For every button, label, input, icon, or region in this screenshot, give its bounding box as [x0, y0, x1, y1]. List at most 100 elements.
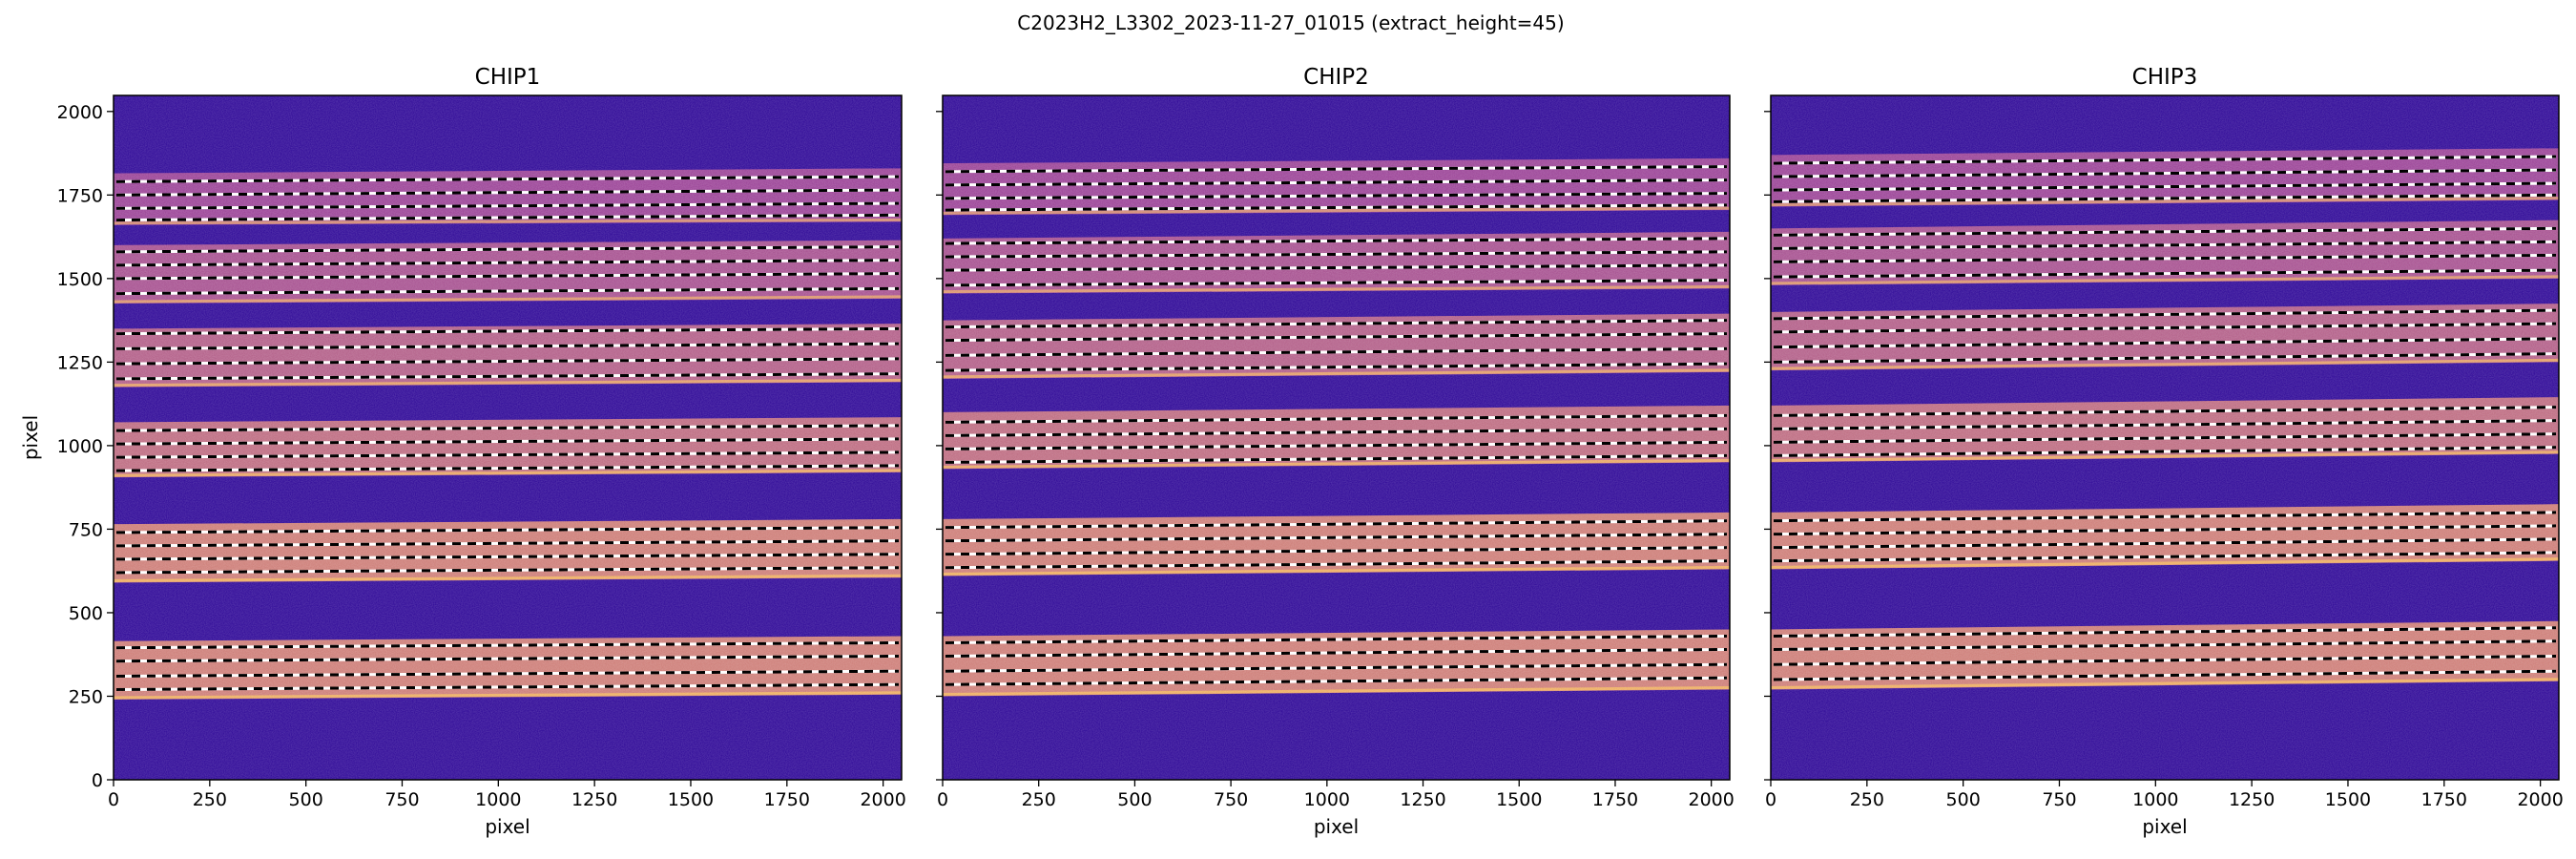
extraction-trace-dash — [945, 634, 1728, 644]
x-tick-label: 500 — [1946, 789, 1981, 810]
extraction-trace-dash — [1773, 308, 2557, 321]
detector-image — [114, 95, 902, 780]
extraction-trace-dash — [945, 559, 1728, 570]
extraction-trace-dash — [115, 654, 900, 663]
x-tick-label: 1250 — [1400, 789, 1445, 810]
x-tick-label: 1750 — [764, 789, 810, 810]
x-tick-label: 1000 — [1304, 789, 1350, 810]
extraction-trace-dash — [945, 165, 1728, 174]
x-tick-label: 2000 — [2517, 789, 2563, 810]
chip-panel-1: 0 250 500 750 1000 1250 1500 1750 2000 0 250 500 750… — [19, 65, 906, 838]
extraction-trace-dash — [945, 250, 1728, 259]
y-tick-label: 1000 — [57, 436, 103, 457]
chip-panel-2: 0 250 500 750 1000 1250 1500 1750 2000 CHIP2 pixel — [936, 65, 1735, 838]
extraction-trace-dash — [115, 526, 900, 534]
y-tick-label: 500 — [69, 603, 103, 624]
x-tick-label: 750 — [384, 789, 419, 810]
x-tick-label: 250 — [193, 789, 227, 810]
y-tick-label: 1250 — [57, 352, 103, 373]
x-tick-label: 500 — [1117, 789, 1152, 810]
extraction-trace-dash — [1773, 626, 2557, 638]
extraction-trace-dash — [945, 279, 1728, 287]
panel-title: CHIP1 — [475, 65, 541, 90]
x-tick-label: 750 — [1214, 789, 1248, 810]
extraction-trace-dash — [115, 682, 900, 691]
x-axis-label: pixel — [1314, 815, 1359, 838]
y-tick-label: 250 — [69, 686, 103, 707]
x-tick-label: 750 — [2042, 789, 2076, 810]
extraction-trace-dash — [115, 326, 900, 336]
extraction-trace-dash — [945, 546, 1728, 556]
extraction-trace-dash — [1773, 432, 2557, 444]
x-tick-label: 1500 — [1496, 789, 1542, 810]
chart-panels: 0 250 500 750 1000 1250 1500 1750 2000 0 250 500 750… — [19, 65, 2564, 838]
x-tick-label: 1500 — [668, 789, 714, 810]
extraction-trace-dash — [945, 362, 1728, 372]
extraction-trace-dash — [115, 272, 900, 281]
extraction-trace-dash — [1773, 193, 2557, 203]
x-tick-label: 2000 — [860, 789, 905, 810]
extraction-trace-dash — [1773, 537, 2557, 550]
extraction-trace-dash — [115, 553, 900, 561]
x-tick-label: 1750 — [2421, 789, 2467, 810]
x-tick-label: 1750 — [1592, 789, 1638, 810]
x-axis-label: pixel — [2142, 815, 2187, 838]
extraction-trace-dash — [1773, 639, 2557, 651]
extraction-trace-dash — [1773, 322, 2557, 334]
extraction-trace-dash — [945, 662, 1728, 673]
extraction-trace-dash — [1773, 226, 2557, 237]
x-tick-label: 1250 — [571, 789, 617, 810]
extraction-trace-dash — [115, 539, 900, 548]
y-tick-label: 750 — [69, 519, 103, 540]
chip-panel-3: 0 250 500 750 1000 1250 1500 1750 2000 CHIP3 pixel — [1764, 65, 2564, 838]
x-tick-label: 500 — [289, 789, 323, 810]
extraction-trace-dash — [1773, 337, 2557, 349]
extraction-trace-dash — [115, 342, 900, 350]
extraction-trace-dash — [115, 424, 900, 432]
extraction-trace-dash — [115, 201, 900, 210]
axes-frame — [113, 94, 903, 781]
extraction-trace-dash — [1773, 419, 2557, 430]
panel-title: CHIP3 — [2132, 65, 2198, 90]
extraction-trace-dash — [1773, 654, 2557, 666]
extraction-trace-dash — [115, 450, 900, 459]
extraction-trace-dash — [945, 453, 1728, 464]
extraction-trace-dash — [115, 357, 900, 366]
extraction-trace-dash — [1773, 669, 2557, 681]
extraction-trace-dash — [115, 669, 900, 678]
detector-image — [943, 95, 1730, 780]
extraction-trace-dash — [945, 237, 1728, 245]
extraction-trace-dash — [945, 413, 1728, 424]
x-tick-label: 2000 — [1688, 789, 1734, 810]
x-tick-label: 1250 — [2229, 789, 2275, 810]
y-tick-label: 1750 — [57, 185, 103, 206]
extraction-trace-dash — [1773, 511, 2557, 523]
x-tick-label: 250 — [1022, 789, 1056, 810]
extraction-trace-dash — [115, 566, 900, 575]
detector-image — [1771, 95, 2559, 780]
extraction-trace-dash — [1773, 352, 2557, 364]
x-axis-label: pixel — [485, 815, 530, 838]
extraction-trace-dash — [115, 259, 900, 267]
extraction-trace-dash — [945, 332, 1728, 343]
x-tick-label: 1000 — [475, 789, 521, 810]
extraction-trace-dash — [1773, 446, 2557, 457]
figure-title: C2023H2_L3302_2023-11-27_01015 (extract_… — [1017, 11, 1564, 34]
x-tick-label: 1000 — [2132, 789, 2178, 810]
extraction-trace-dash — [945, 346, 1728, 357]
extraction-trace-dash — [1773, 524, 2557, 536]
x-tick-label: 1500 — [2325, 789, 2371, 810]
y-tick-label: 1500 — [57, 269, 103, 290]
panel-title: CHIP2 — [1303, 65, 1369, 90]
y-tick-label: 2000 — [57, 102, 103, 123]
extraction-trace-dash — [945, 519, 1728, 530]
x-tick-label: 0 — [108, 789, 119, 810]
y-axis-label: pixel — [19, 415, 42, 460]
extraction-trace-dash — [945, 440, 1728, 450]
axes-frame — [942, 94, 1731, 781]
extraction-trace-dash — [115, 175, 900, 183]
extraction-trace-dash — [945, 178, 1728, 187]
extraction-trace-dash — [1773, 155, 2557, 165]
extraction-trace-dash — [945, 203, 1728, 212]
